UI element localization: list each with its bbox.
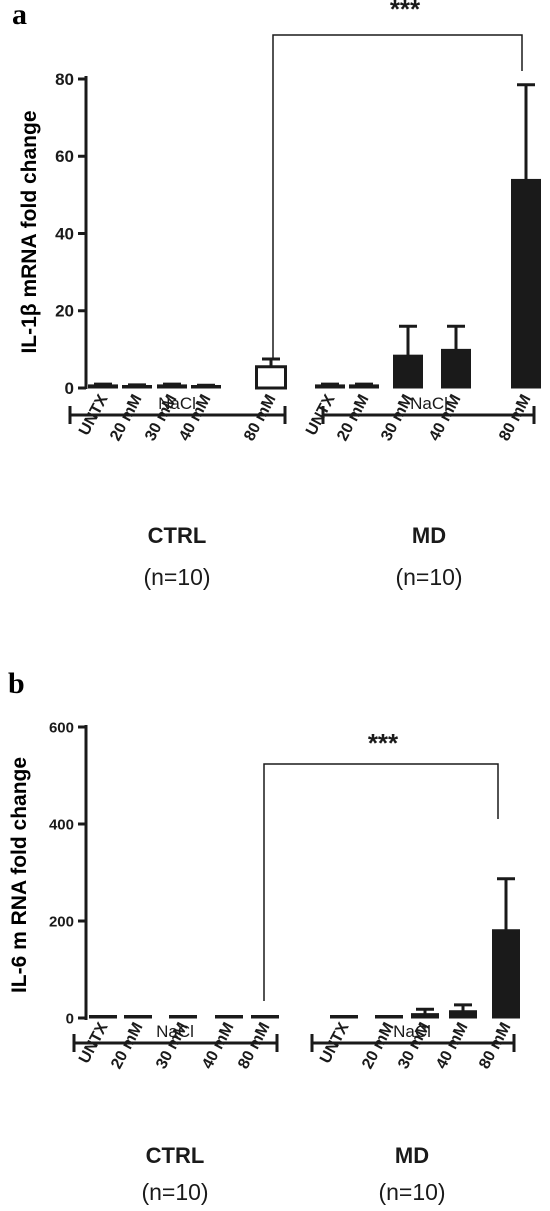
- group-count: (n=10): [143, 564, 210, 590]
- bar: [449, 1010, 477, 1019]
- bar: [441, 348, 471, 389]
- panel-label-a: a: [12, 0, 27, 31]
- category-label: 20 mM: [334, 392, 372, 444]
- category-label: 80 mM: [235, 1020, 273, 1072]
- salt-label: NaCl: [156, 1022, 194, 1041]
- significance-label: ***: [390, 0, 421, 24]
- category-label: 80 mM: [476, 1020, 514, 1072]
- significance-label: ***: [368, 728, 399, 758]
- bar: [492, 929, 520, 1019]
- y-tick-label: 200: [49, 913, 74, 930]
- bar: [375, 1015, 403, 1019]
- significance-bracket: [263, 763, 499, 1001]
- category-label: 80 mM: [241, 392, 279, 444]
- category-label: 20 mM: [108, 1020, 146, 1072]
- bar: [255, 365, 287, 390]
- category-label: 40 mM: [433, 1020, 471, 1072]
- y-tick-label: 400: [49, 816, 74, 833]
- group-count: (n=10): [378, 1179, 445, 1205]
- bar: [251, 1015, 279, 1019]
- group-name: MD: [395, 1143, 429, 1168]
- significance-b: ***: [263, 728, 499, 1001]
- bar: [124, 1015, 152, 1019]
- significance-a: ***: [272, 0, 523, 359]
- group-annotations-a: NaCl CTRL (n=10) NaCl MD (n=10): [68, 394, 536, 590]
- y-tick-label: 20: [55, 302, 74, 321]
- y-tick-label: 80: [55, 70, 74, 89]
- panel-b: b IL-6 m RNA fold change 0 200 400 600 UNTX…: [8, 667, 520, 1205]
- y-tick-label: 600: [49, 719, 74, 736]
- bar: [89, 1015, 117, 1019]
- category-label: 40 mM: [199, 1020, 237, 1072]
- y-axis-title-a: IL-1β mRNA fold change: [18, 110, 41, 353]
- group-count: (n=10): [395, 564, 462, 590]
- y-tick-label: 0: [66, 1010, 74, 1027]
- y-tick-label: 60: [55, 147, 74, 166]
- bar: [169, 1015, 197, 1019]
- significance-bracket: [272, 34, 523, 359]
- error-bars-b: [416, 877, 515, 1014]
- bars-a: [88, 178, 541, 390]
- group-name: CTRL: [146, 1143, 205, 1168]
- group-annotations-b: NaCl CTRL (n=10) NaCl MD (n=10): [72, 1022, 516, 1205]
- y-tick-label: 40: [55, 224, 74, 243]
- category-label: 20 mM: [107, 392, 145, 444]
- y-ticks-b: 0 200 400 600: [49, 719, 86, 1027]
- group-count: (n=10): [141, 1179, 208, 1205]
- group-name: MD: [412, 523, 446, 548]
- bar: [511, 178, 541, 389]
- bar: [393, 354, 423, 389]
- y-axis-title-b: IL-6 m RNA fold change: [8, 757, 31, 993]
- salt-label: NaCl: [410, 394, 448, 413]
- salt-label: NaCl: [158, 394, 196, 413]
- salt-label: NaCl: [393, 1022, 431, 1041]
- panel-label-b: b: [8, 667, 25, 700]
- group-name: CTRL: [148, 523, 207, 548]
- y-ticks-a: 0 20 40 60 80: [55, 70, 86, 398]
- error-bars-a: [94, 83, 535, 387]
- bar: [411, 1013, 439, 1019]
- category-label: 20 mM: [359, 1020, 397, 1072]
- bar: [215, 1015, 243, 1019]
- panel-a: a IL-1β mRNA fold change 0 20 40 60 80 UNTX2…: [12, 0, 541, 590]
- y-tick-label: 0: [65, 379, 74, 398]
- category-label: 80 mM: [496, 392, 534, 444]
- bar: [330, 1015, 358, 1019]
